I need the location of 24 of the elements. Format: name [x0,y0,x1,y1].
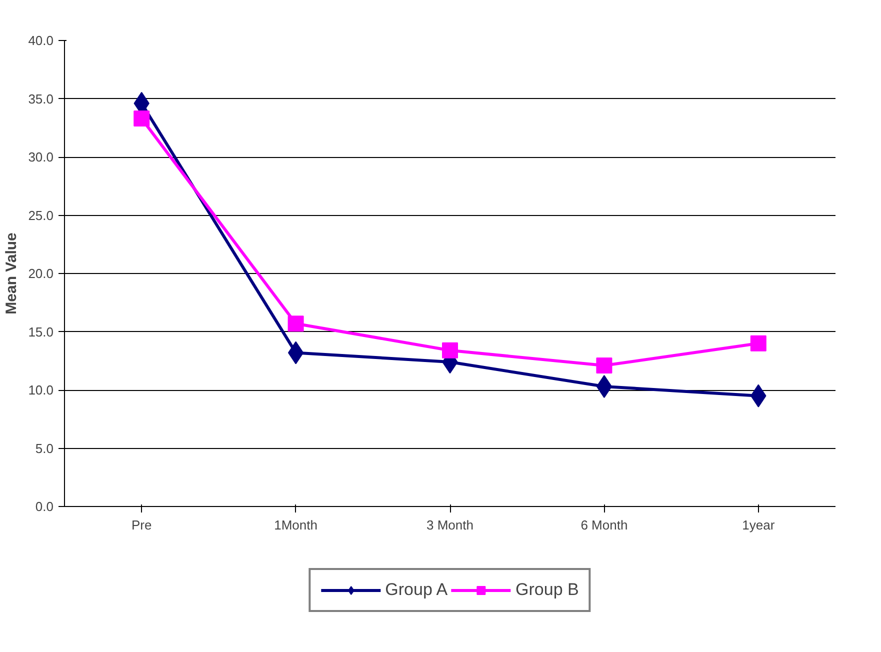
x-tick-label: 6 Month [580,518,628,532]
legend-label: Group B [516,580,579,600]
y-tick-label: 30.0 [28,150,54,164]
y-tick-label: 0.0 [35,499,54,514]
y-tick-label: 40.0 [28,33,54,48]
point [288,341,304,364]
x-tick-label: 1Month [274,518,318,532]
y-tick-label: 25.0 [28,208,54,223]
x-tick-label: Pre [131,518,152,532]
point [288,316,304,332]
x-tick-label: 1year [742,518,776,532]
y-tick-label: 5.0 [35,440,54,456]
y-tick-label: 35.0 [28,91,54,106]
point [596,375,612,398]
y-axis-title: Mean Value [3,232,20,314]
point [596,358,612,374]
point [442,342,458,358]
y-tick-label: 10.0 [28,382,54,398]
legend-label: Group A [385,580,448,600]
y-tick-label: 20.0 [28,266,54,281]
point [134,110,150,127]
x-tick-label: 3 Month [426,518,474,532]
point [750,335,766,352]
y-tick-label: 15.0 [28,324,54,340]
